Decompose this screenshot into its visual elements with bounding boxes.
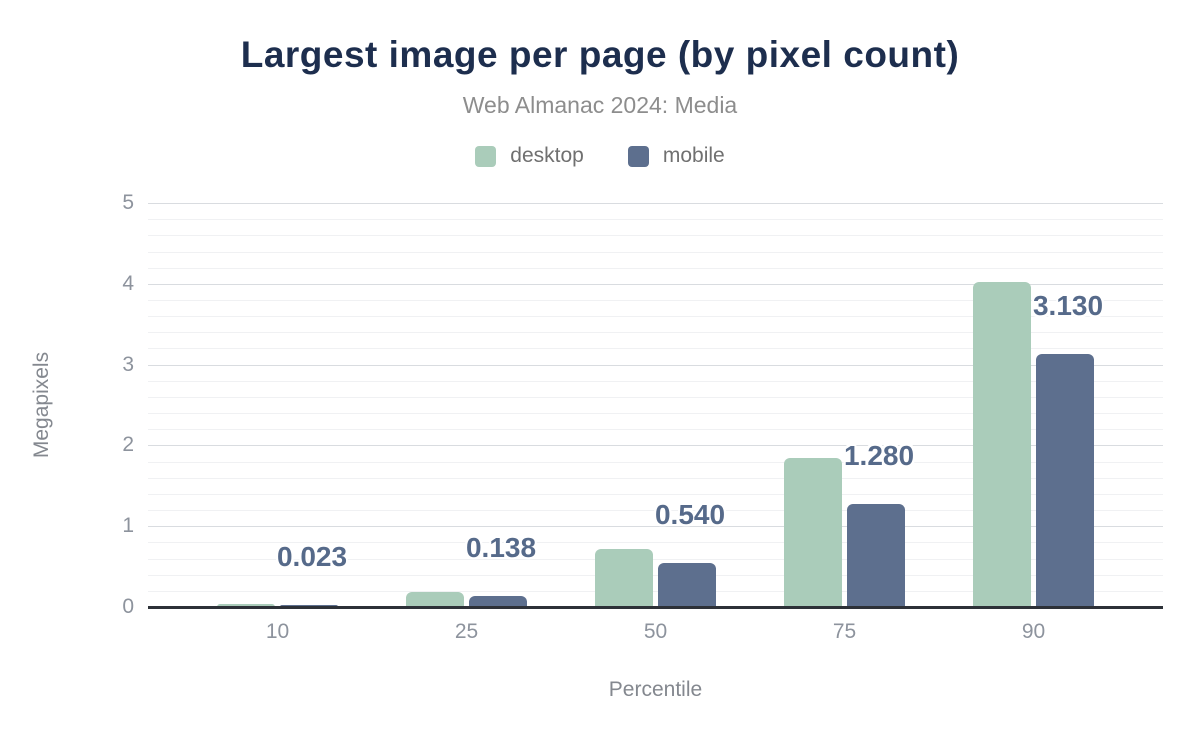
y-axis-tick-label: 0	[122, 595, 134, 618]
mobile-bar[interactable]	[469, 595, 527, 607]
minor-gridline	[148, 235, 1163, 237]
mobile-bar[interactable]	[847, 503, 905, 607]
desktop-swatch-icon	[475, 145, 497, 167]
x-axis-tick-label: 75	[832, 620, 857, 643]
y-axis-tick-label: 1	[122, 514, 134, 538]
minor-gridline	[148, 574, 1163, 576]
mobile-bar[interactable]	[658, 563, 716, 607]
bar-value-label: 3.130	[1032, 290, 1104, 322]
minor-gridline	[148, 542, 1163, 544]
bar-value-label: 0.138	[465, 531, 537, 563]
legend-item-mobile: mobile	[627, 144, 725, 168]
minor-gridline	[148, 429, 1163, 431]
mobile-bar[interactable]	[1036, 354, 1094, 607]
bar-value-label: 0.540	[654, 499, 726, 531]
x-axis-tick-label: 50	[643, 620, 668, 643]
minor-gridline	[148, 413, 1163, 415]
y-axis-title: Megapixels	[30, 351, 53, 459]
chart-subtitle: Web Almanac 2024: Media	[462, 92, 738, 118]
major-gridline	[148, 203, 1163, 204]
minor-gridline	[148, 477, 1163, 479]
chart-title: Largest image per page (by pixel count)	[240, 34, 960, 75]
minor-gridline	[148, 558, 1163, 560]
desktop-bar[interactable]	[595, 548, 653, 607]
minor-gridline	[148, 510, 1163, 511]
minor-gridline	[148, 316, 1163, 318]
major-gridline	[148, 283, 1163, 285]
desktop-bar[interactable]	[217, 603, 275, 607]
y-axis-tick-label: 3	[122, 352, 134, 376]
major-gridline	[148, 364, 1163, 366]
minor-gridline	[148, 348, 1163, 350]
y-axis-tick-label: 2	[122, 433, 134, 457]
legend-label-mobile: mobile	[662, 144, 725, 167]
minor-gridline	[148, 267, 1163, 269]
y-axis-tick-label: 4	[122, 271, 134, 295]
desktop-bar[interactable]	[406, 591, 464, 607]
x-axis-tick-label: 25	[454, 620, 479, 643]
desktop-bar[interactable]	[973, 282, 1031, 607]
chart-legend: desktop mobile	[0, 144, 1200, 168]
minor-gridline	[148, 396, 1163, 398]
x-axis-tick-label: 90	[1021, 620, 1046, 643]
minor-gridline	[148, 332, 1163, 334]
minor-gridline	[148, 493, 1163, 495]
mobile-swatch-icon	[627, 145, 649, 167]
major-gridline	[148, 445, 1163, 447]
minor-gridline	[148, 461, 1163, 463]
minor-gridline	[148, 251, 1163, 253]
bar-value-label: 0.023	[276, 541, 348, 573]
bar-value-label: 1.280	[843, 439, 915, 471]
legend-item-desktop: desktop	[475, 144, 584, 168]
major-gridline	[148, 526, 1163, 528]
legend-label-desktop: desktop	[510, 144, 584, 167]
y-axis-tick-label: 5	[122, 191, 134, 214]
desktop-bar[interactable]	[784, 457, 842, 607]
minor-gridline	[148, 219, 1163, 221]
minor-gridline	[148, 380, 1163, 382]
x-axis-line	[148, 606, 1163, 609]
x-axis-title: Percentile	[608, 678, 703, 701]
minor-gridline	[148, 590, 1163, 592]
minor-gridline	[148, 300, 1163, 301]
x-axis-tick-label: 10	[265, 620, 290, 643]
